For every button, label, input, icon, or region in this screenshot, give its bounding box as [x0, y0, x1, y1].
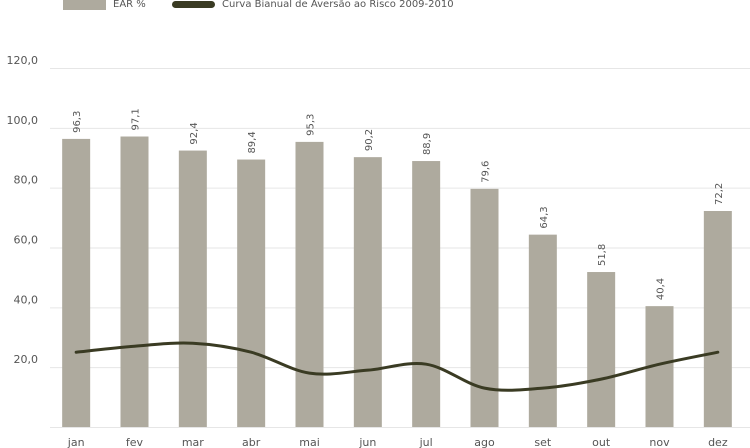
bar-data-label: 79,6: [481, 161, 492, 183]
bar: [62, 138, 91, 427]
bar: [295, 141, 324, 427]
x-tick-label: abr: [242, 436, 261, 448]
x-tick-label: jul: [419, 436, 433, 448]
bar: [587, 272, 616, 427]
x-tick-label: nov: [649, 436, 670, 448]
line-series: [74, 341, 720, 392]
legend-swatch-bar: [63, 0, 106, 10]
y-tick-label: 120,0: [7, 54, 39, 67]
y-tick-label: 100,0: [7, 114, 39, 127]
legend-label-curve: Curva Bianual de Aversão ao Risco 2009-2…: [222, 0, 454, 10]
bar-data-label: 92,4: [189, 122, 200, 144]
y-tick-label: 60,0: [14, 234, 39, 247]
x-tick-label: jan: [67, 436, 85, 448]
x-tick-label: ago: [474, 436, 495, 448]
bar-data-label: 51,8: [597, 244, 608, 266]
bar: [412, 161, 441, 427]
x-tick-label: out: [592, 436, 611, 448]
bar: [120, 136, 149, 428]
x-tick-label: mar: [182, 436, 204, 448]
legend-item-curve: Curva Bianual de Aversão ao Risco 2009-2…: [172, 0, 454, 10]
bar: [528, 234, 557, 427]
y-tick-label: 20,0: [14, 353, 39, 366]
bar: [470, 188, 499, 427]
bar-data-label: 90,2: [364, 129, 375, 151]
bar: [237, 159, 266, 428]
bar-data-labels: 96,3 97,1 92,4 89,4 95,3 90,2 88,9 79,6 64,3 51,8…: [72, 108, 725, 300]
bar: [353, 157, 382, 427]
legend-item-ear: EAR %: [63, 0, 146, 10]
bar-data-label: 72,2: [714, 183, 725, 205]
bar-data-label: 97,1: [131, 108, 142, 130]
x-axis: jan fev mar abr mai jun jul ago set out nov dez: [67, 436, 728, 448]
bar-data-label: 95,3: [306, 114, 317, 136]
bar-data-label: 89,4: [247, 131, 258, 153]
bar-data-label: 64,3: [539, 206, 550, 228]
legend-swatch-line: [172, 1, 215, 8]
y-axis: 20,0 40,0 60,0 80,0 100,0 120,0: [7, 54, 39, 366]
aversion-curve-line: [74, 341, 720, 392]
legend-label-ear: EAR %: [113, 0, 146, 10]
bar-data-label: 88,9: [422, 133, 433, 155]
x-tick-label: fev: [126, 436, 144, 448]
y-tick-label: 80,0: [14, 174, 39, 187]
grid-lines: [50, 68, 750, 428]
x-tick-label: mai: [299, 436, 320, 448]
bar-data-label: 40,4: [656, 278, 667, 300]
x-tick-label: set: [534, 436, 551, 448]
x-tick-label: dez: [708, 436, 728, 448]
bar-series: [62, 136, 732, 428]
bar: [703, 211, 732, 427]
bar-data-label: 96,3: [72, 111, 83, 133]
y-tick-label: 40,0: [14, 293, 39, 306]
bar: [178, 150, 207, 427]
x-tick-label: jun: [358, 436, 376, 448]
